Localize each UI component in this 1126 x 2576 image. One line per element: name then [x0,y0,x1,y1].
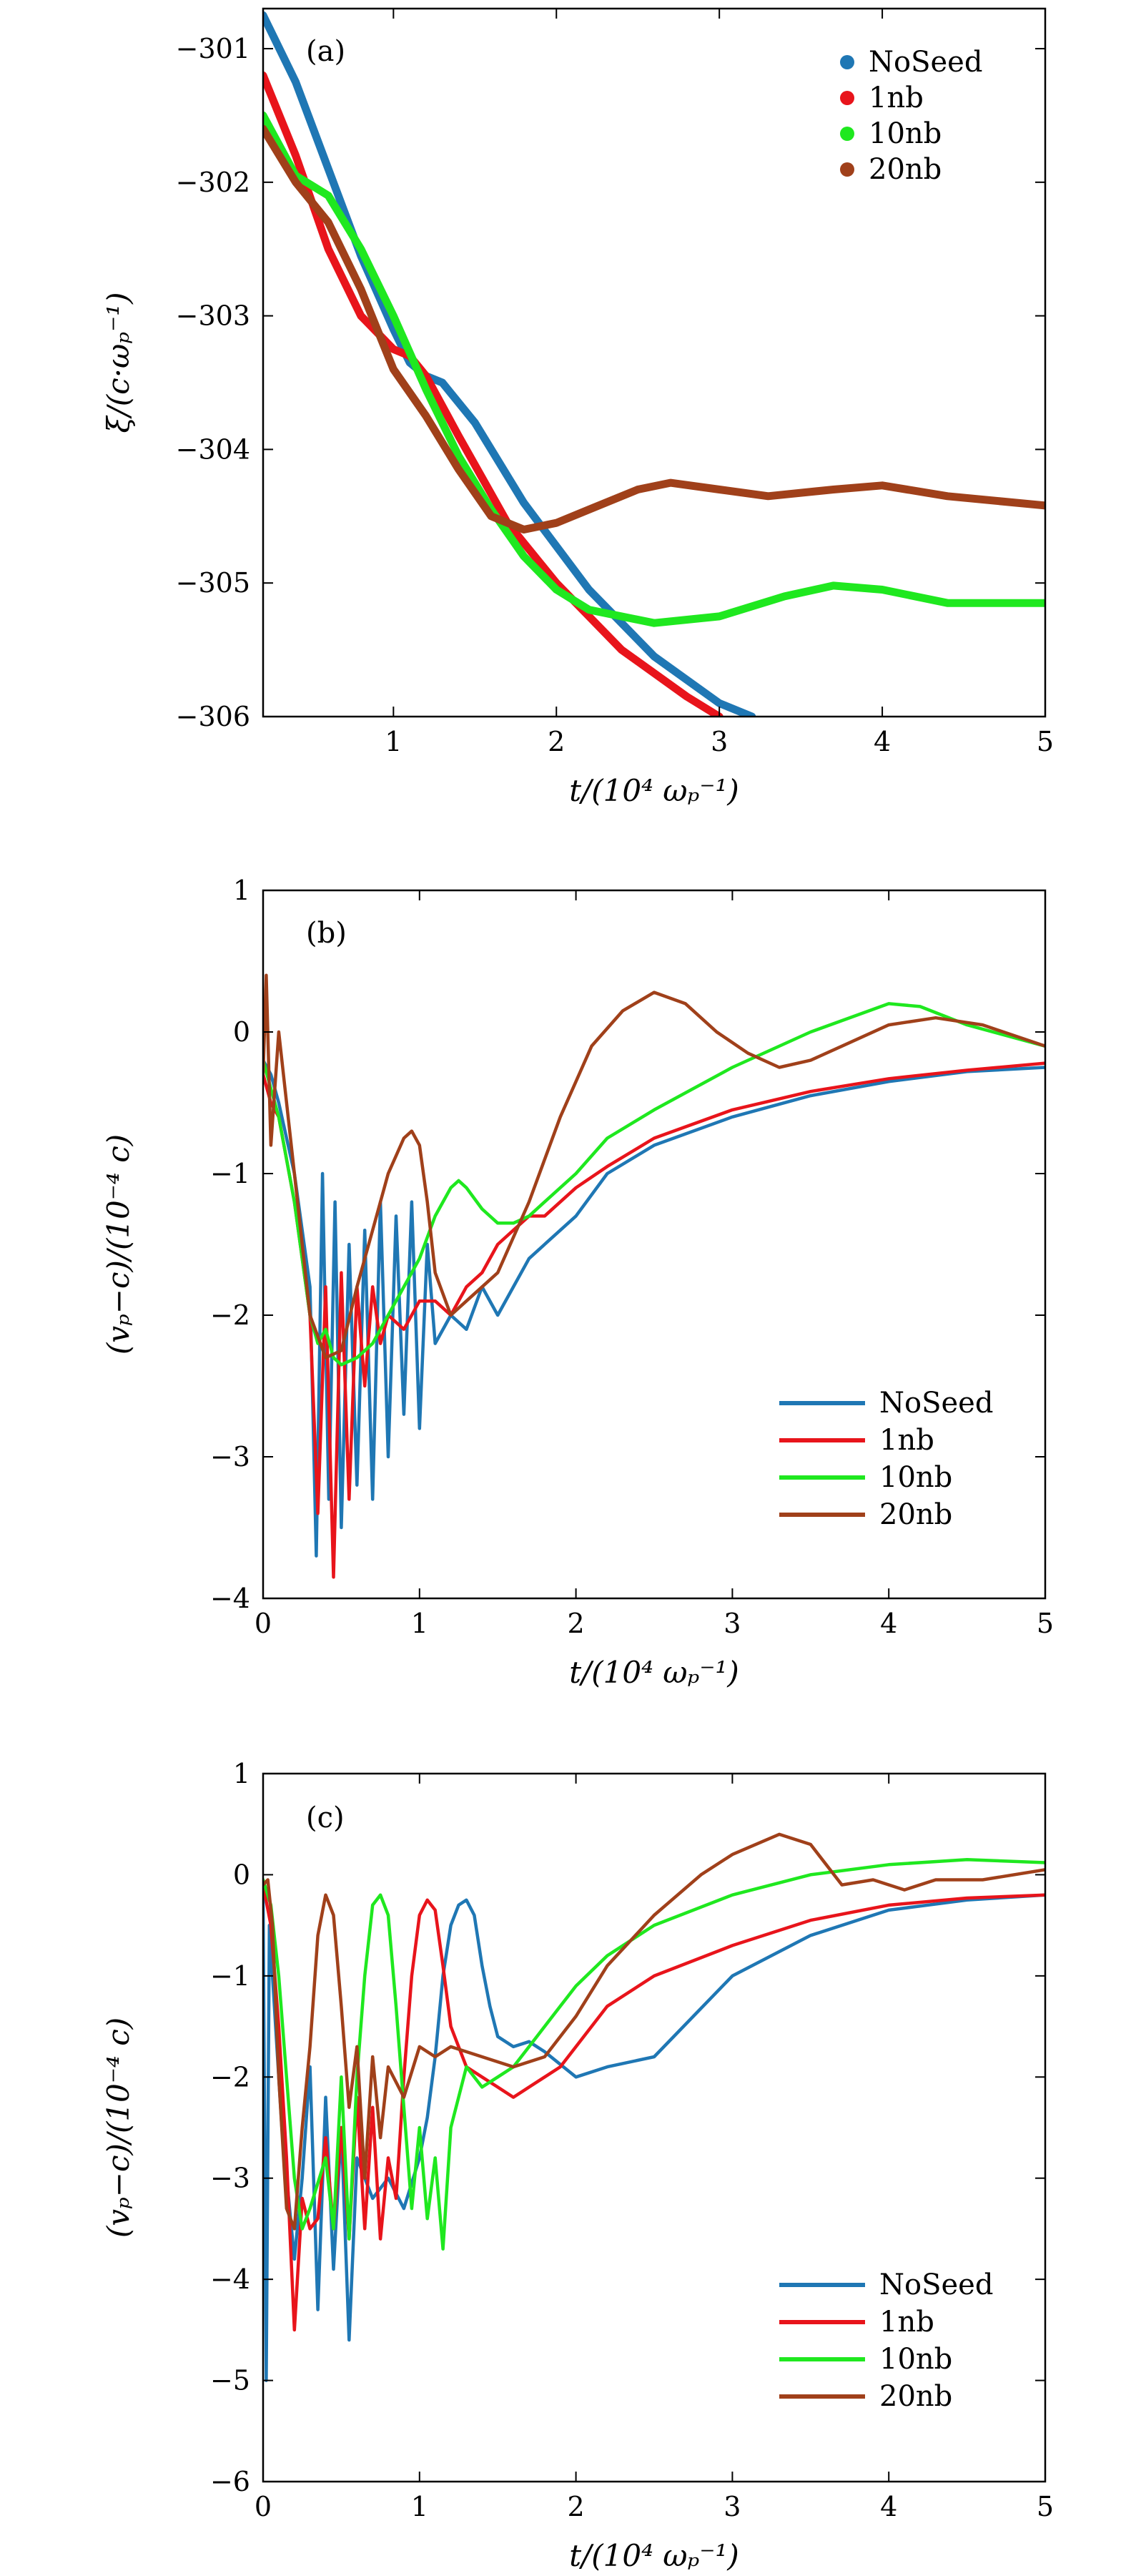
legend-label: NoSeed [879,1387,993,1420]
legend: NoSeed 1nb 10nb 20nb [779,2268,993,2413]
plot-frame [262,1772,1047,2483]
plot-area [263,1832,1045,2382]
y-tick-label: 1 [233,875,250,906]
panel-label: (a) [306,35,345,68]
legend-label: 20nb [879,1498,952,1531]
plot-frame [262,889,1047,1600]
series-line-2 [263,1883,1045,2332]
legend-marker [840,127,854,141]
x-tick-label: 3 [711,726,728,757]
plot-area [263,11,1045,717]
y-tick-label: 0 [233,1859,250,1890]
y-tick-label: −306 [176,701,250,732]
series-line-3 [263,111,1045,627]
plot-frame [262,7,1047,718]
x-axis-label: t/(10⁴ ωₚ⁻¹) [569,1655,739,1690]
series-line-2 [263,1061,1045,1579]
y-tick-label: −6 [210,2466,250,2497]
y-tick-label: −3 [210,1441,250,1473]
x-tick-label: 4 [880,1608,897,1639]
y-tick-label: −1 [210,1960,250,1992]
x-tick-label: 1 [411,2491,428,2522]
y-tick-label: −303 [176,300,250,332]
x-axis-label: t/(10⁴ ωₚ⁻¹) [569,773,739,808]
series-line-2 [263,71,723,717]
y-axis-label: ξ/(c·ωₚ⁻¹) [101,292,136,433]
x-tick-label: 1 [385,726,402,757]
y-tick-label: −305 [176,567,250,599]
chart-panel-2: 0 1 2 3 4 5 −4 −3 −2 −1 0 1 t/(10⁴ ωₚ⁻¹) (vₚ−c)/(10⁻⁴… [101,875,1054,1690]
y-tick-label: −301 [176,33,250,64]
x-tick-label: 5 [1037,2491,1054,2522]
legend-label: NoSeed [879,2268,993,2301]
series-line-4 [263,1832,1045,2231]
x-tick-label: 5 [1037,1608,1054,1639]
legend-label: 1nb [879,2306,934,2339]
legend-marker [840,91,854,105]
series-line-3 [263,1857,1045,2251]
y-tick-label: −2 [210,1299,250,1331]
x-axis-label: t/(10⁴ ωₚ⁻¹) [569,2538,739,2573]
y-tick-label: −5 [210,2365,250,2396]
legend-label: 20nb [879,2380,952,2413]
panel-label: (b) [306,917,347,950]
x-tick-label: 0 [255,2491,272,2522]
y-tick-label: 1 [233,1758,250,1789]
y-tick-label: −4 [210,1583,250,1614]
y-axis-label: (vₚ−c)/(10⁻⁴ c) [101,1134,136,1355]
x-tick-label: 3 [723,1608,741,1639]
x-tick-label: 2 [548,726,565,757]
panel-label: (c) [306,1801,345,1834]
legend: NoSeed 1nb 10nb 20nb [779,1387,993,1531]
legend-label: 10nb [879,2343,952,2376]
x-tick-label: 4 [874,726,891,757]
y-tick-label: −304 [176,433,250,465]
chart-panel-3: 0 1 2 3 4 5 −6 −5 −4 −3 −2 −1 0 1 t/(10⁴ ωₚ⁻¹) (vₚ−c)/(… [101,1758,1054,2573]
legend-label: 10nb [869,117,942,150]
y-tick-label: −1 [210,1158,250,1189]
legend-label: 1nb [869,82,924,114]
series-line-3 [263,1002,1045,1367]
series-line-4 [263,973,1045,1360]
y-tick-label: −2 [210,2061,250,2093]
legend-marker [840,55,854,69]
y-tick-label: −302 [176,167,250,198]
x-tick-label: 2 [568,2491,585,2522]
legend-label: NoSeed [869,46,982,79]
x-tick-label: 3 [723,2491,741,2522]
y-tick-label: −4 [210,2263,250,2295]
series-line-4 [263,124,1045,534]
legend-label: 10nb [879,1461,952,1494]
x-tick-label: 1 [411,1608,428,1639]
x-tick-label: 4 [880,2491,897,2522]
x-tick-label: 0 [255,1608,272,1639]
y-tick-label: 0 [233,1016,250,1048]
series-line-1 [263,1058,1045,1558]
legend-label: 20nb [869,153,942,186]
legend-label: 1nb [879,1424,934,1457]
y-axis-label: (vₚ−c)/(10⁻⁴ c) [101,2017,136,2238]
y-tick-label: −3 [210,2163,250,2194]
plot-area [263,973,1045,1579]
chart-panel-1: 1 2 3 4 5 −306 −305 −304 −303 −302 −301 t/(10⁴ ωₚ⁻¹… [101,7,1054,808]
series-line-1 [263,11,756,717]
legend-marker [840,162,854,177]
x-tick-label: 2 [568,1608,585,1639]
x-tick-label: 5 [1037,726,1054,757]
